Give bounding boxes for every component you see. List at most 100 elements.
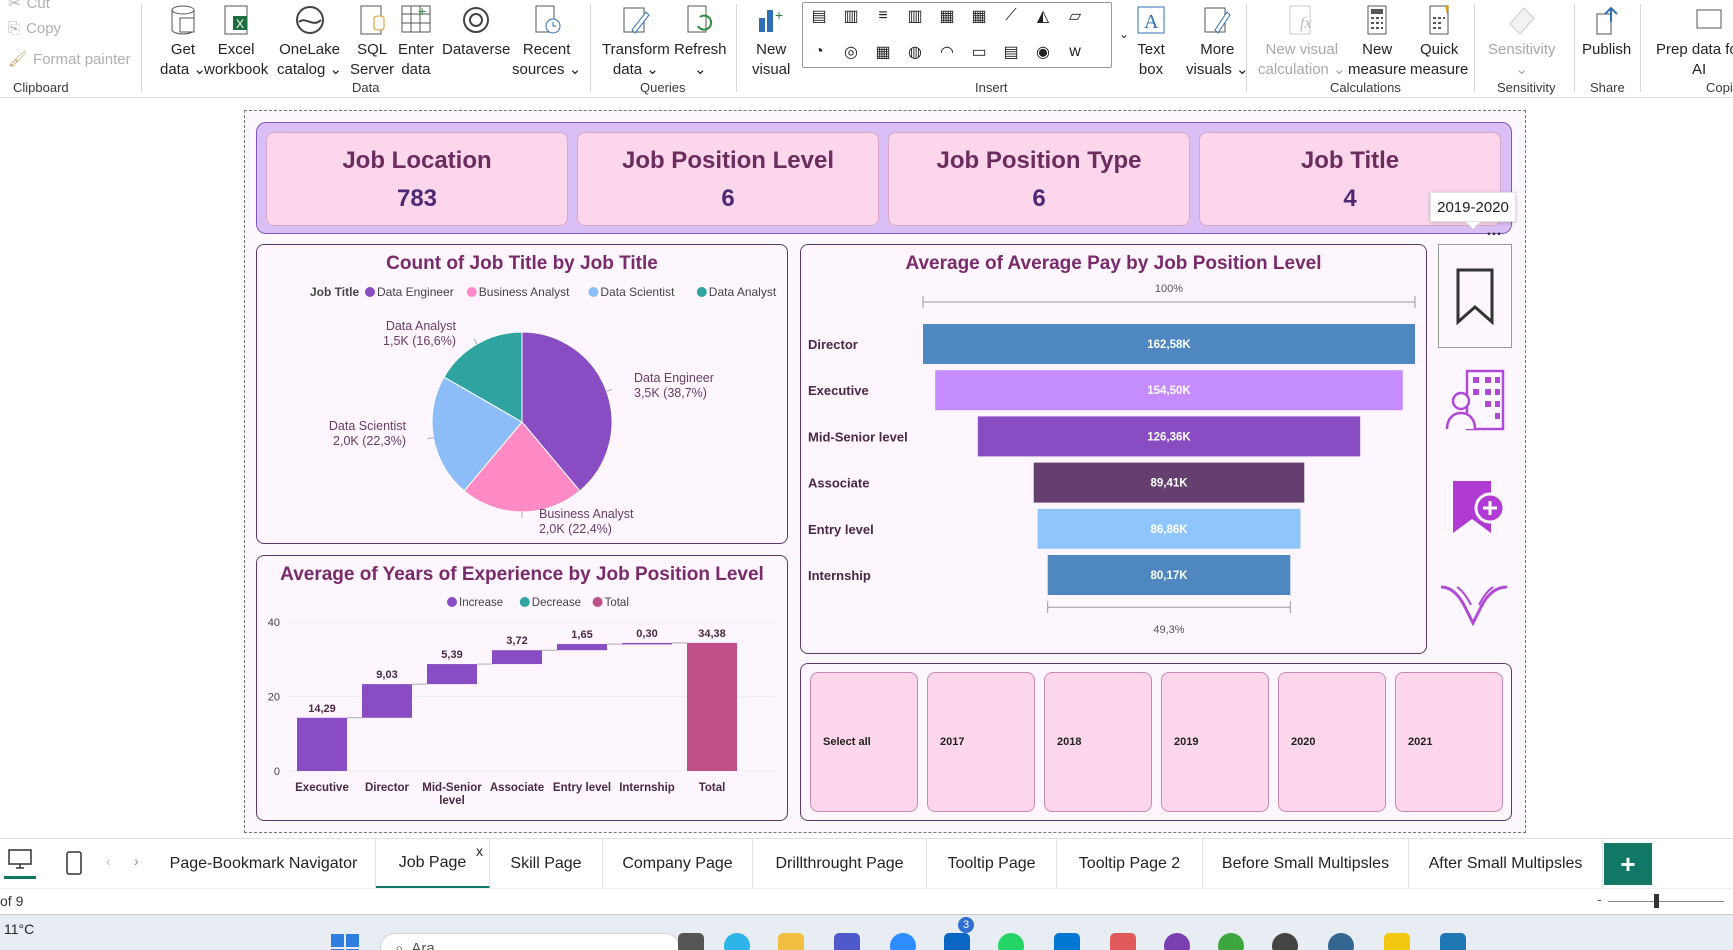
add-page-button[interactable]: + [1604, 843, 1652, 885]
enter-data-button[interactable]: + Enter data [398, 4, 434, 78]
slicer-item-2017[interactable]: 2017 [927, 672, 1035, 812]
transform-data-button[interactable]: Transform data ⌄ [602, 0, 670, 80]
table-visual-icon[interactable]: ▤ [1003, 44, 1019, 61]
close-tab-icon[interactable]: x [476, 843, 483, 859]
tab-tooltip-page[interactable]: Tooltip Page [927, 839, 1057, 889]
zoom-slider-thumb[interactable] [1654, 894, 1659, 908]
slicer-item-2019[interactable]: 2019 [1161, 672, 1269, 812]
onelake-catalog-button[interactable]: OneLake catalog ⌄ [277, 0, 342, 80]
tab-tooltip-page-2[interactable]: Tooltip Page 2 [1057, 839, 1203, 889]
slicer-item-2020[interactable]: 2020 [1278, 672, 1386, 812]
100-column-icon[interactable]: ▦ [939, 8, 955, 25]
slicer-item-2018[interactable]: 2018 [1044, 672, 1152, 812]
tab-after-small-multipsles[interactable]: After Small Multipsles [1409, 839, 1603, 889]
dataverse-button[interactable]: Dataverse [442, 0, 510, 60]
line-column-icon[interactable]: ▦ [971, 8, 987, 25]
publish-button[interactable]: Publish [1582, 0, 1631, 60]
slicer-item-2021[interactable]: 2021 [1395, 672, 1503, 812]
bookmark-button[interactable] [1438, 244, 1512, 348]
github-icon[interactable] [1272, 933, 1298, 950]
copy-button[interactable]: ⎘ Copy [8, 20, 62, 37]
area-chart-icon[interactable]: ◭ [1036, 8, 1050, 25]
teams-icon[interactable] [834, 933, 860, 950]
waterfall-chart[interactable]: Increase Decrease Total 0 20 40 14,29 Executive… [256, 555, 788, 821]
line-chart-icon[interactable]: ⟋ [1005, 7, 1017, 24]
postgres-icon[interactable] [1328, 933, 1354, 950]
new-measure-button[interactable]: New measure [1348, 0, 1406, 80]
map-icon[interactable]: ◍ [908, 44, 922, 61]
recent-sources-button[interactable]: Recent sources ⌄ [512, 0, 581, 80]
clipboard-group-label: Clipboard [13, 80, 69, 95]
tab-skill-page[interactable]: Skill Page [490, 839, 603, 889]
slicer-item-select-all[interactable]: Select all [810, 672, 918, 812]
zoom-slider[interactable] [1608, 901, 1724, 902]
edge-icon[interactable] [724, 933, 750, 950]
prep-data-for-ai-button[interactable]: Prep data fo AI [1656, 0, 1733, 80]
scroll-left-icon[interactable]: ‹ [106, 853, 111, 869]
arcgis-icon[interactable]: ◉ [1036, 44, 1050, 61]
kpi-value: 6 [1032, 185, 1046, 212]
card-icon[interactable]: ▭ [971, 44, 987, 61]
category-label: Internship [808, 568, 871, 583]
new-visual-calculation-button[interactable]: fx New visual calculation ⌄ [1258, 0, 1346, 80]
kpi-card-job-location[interactable]: Job Location 783 [266, 132, 568, 226]
quick-measure-button[interactable]: Quick measure [1410, 0, 1468, 80]
get-data-button[interactable]: Get data ⌄ [160, 0, 206, 80]
notification-badge: 3 [958, 917, 974, 933]
copy-icon: ⎘ [8, 20, 21, 37]
kpi-card-job-title[interactable]: Job Title 4 [1199, 132, 1501, 226]
whatsapp-icon[interactable] [998, 933, 1024, 950]
tab-page-bookmark-navigator[interactable]: Page-Bookmark Navigator [152, 839, 376, 889]
refresh-button[interactable]: Refresh ⌄ [674, 0, 727, 80]
add-bookmark-button[interactable] [1444, 474, 1510, 540]
file-explorer-icon[interactable] [778, 933, 804, 950]
treemap-icon[interactable]: ▦ [875, 44, 891, 61]
new-visual-button[interactable]: + New visual [752, 0, 790, 80]
zoom-icon[interactable] [890, 933, 916, 950]
sql-server-button[interactable]: SQL Server [350, 0, 394, 80]
stacked-bar-icon[interactable]: ▤ [811, 8, 827, 25]
tab-drillthrought-page[interactable]: Drillthrought Page [753, 839, 927, 889]
gallery-expand-icon[interactable]: ⌄ [1118, 27, 1129, 41]
scroll-right-icon[interactable]: › [134, 853, 139, 869]
sensitivity-button[interactable]: Sensitivity ⌄ [1488, 0, 1556, 80]
linkedin-icon[interactable] [944, 933, 970, 950]
more-options-icon[interactable]: … [1486, 222, 1502, 239]
ribbon-chart-icon[interactable]: ▱ [1068, 8, 1082, 25]
kpi-card-job-position-type[interactable]: Job Position Type 6 [888, 132, 1190, 226]
text-box-button[interactable]: A Text box [1134, 0, 1168, 80]
format-painter-button[interactable]: 🖌 Format painter [8, 50, 131, 69]
taskbar-search-box[interactable]: ⌕ Ara [380, 933, 680, 950]
power-bi-icon[interactable] [1384, 933, 1410, 950]
tab-before-small-multipsles[interactable]: Before Small Multipsles [1203, 839, 1409, 889]
donut-chart-icon[interactable]: ◎ [844, 44, 858, 61]
refresh-app-icon[interactable] [1218, 933, 1244, 950]
stacked-column-icon[interactable]: ▥ [843, 8, 859, 25]
obs-icon[interactable] [1164, 933, 1190, 950]
task-view-icon[interactable] [678, 933, 704, 950]
more-visuals-button[interactable]: More visuals ⌄ [1186, 0, 1249, 80]
excel-workbook-button[interactable]: X Excel workbook [204, 0, 268, 80]
tab-job-page[interactable]: Job Page x [376, 839, 490, 889]
skill-nav-button[interactable] [1436, 580, 1514, 628]
zoom-out-button[interactable]: - [1597, 891, 1602, 907]
git-icon[interactable] [1110, 933, 1136, 950]
mobile-view-button[interactable] [66, 851, 82, 880]
word-icon[interactable]: w [1069, 43, 1081, 60]
desktop-view-button[interactable] [4, 849, 36, 879]
kpi-card-job-position-level[interactable]: Job Position Level 6 [577, 132, 879, 226]
visualizations-gallery[interactable]: ▤ ▥ ≡ ▥ ▦ ▦ ⟋ ◭ ▱ ◔ ◎ ▦ ◍ ◠ ▭ ▤ ◉ w ⌄ [802, 2, 1129, 68]
pie-chart[interactable]: Job Title Data Engineer Business Analyst Da… [256, 244, 788, 544]
clustered-column-icon[interactable]: ▥ [907, 8, 923, 25]
category-label: Associate [808, 476, 869, 491]
start-button[interactable] [330, 933, 360, 950]
vscode-icon[interactable] [1054, 933, 1080, 950]
company-nav-button[interactable] [1440, 366, 1510, 434]
clustered-bar-icon[interactable]: ≡ [878, 7, 888, 24]
tab-company-page[interactable]: Company Page [603, 839, 753, 889]
pie-chart-icon[interactable]: ◔ [814, 43, 824, 60]
cut-button[interactable]: ✂ Cut [8, 0, 50, 12]
funnel-chart[interactable]: 100% 162,58K Director 154,50K Executive 126,3… [800, 244, 1427, 654]
gauge-icon[interactable]: ◠ [940, 44, 954, 61]
tableau-icon[interactable] [1440, 933, 1466, 950]
